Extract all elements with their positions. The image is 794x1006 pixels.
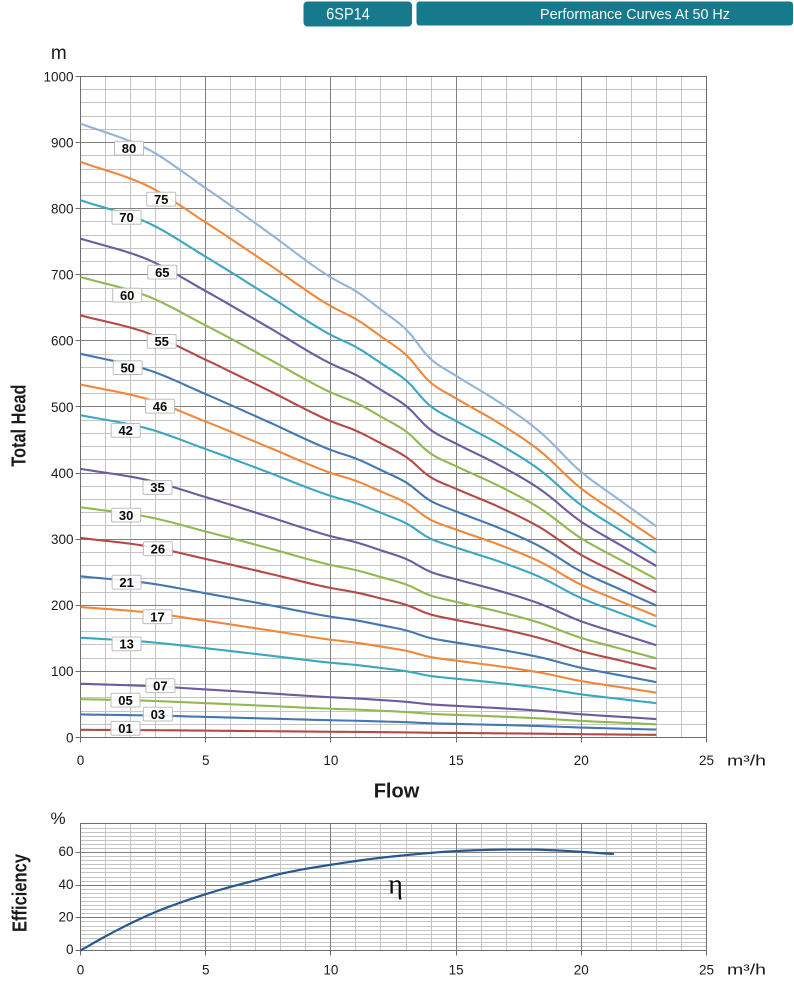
svg-text:01: 01 [118,721,132,736]
svg-text:35: 35 [150,480,164,495]
svg-text:42: 42 [118,423,132,438]
svg-text:Performance Curves At 50 Hz: Performance Curves At 50 Hz [540,6,730,23]
svg-text:0: 0 [66,942,74,957]
svg-text:10: 10 [323,753,338,768]
svg-text:0: 0 [77,753,85,768]
svg-text:13: 13 [119,637,133,652]
svg-text:5: 5 [202,753,210,768]
svg-text:20: 20 [58,909,73,924]
svg-text:300: 300 [51,532,74,547]
svg-text:m: m [51,43,67,64]
svg-text:65: 65 [155,265,169,280]
svg-text:05: 05 [118,693,132,708]
svg-text:200: 200 [51,598,74,613]
svg-text:0: 0 [66,730,74,745]
svg-text:Flow: Flow [374,781,420,803]
svg-text:800: 800 [51,202,74,217]
svg-text:20: 20 [574,753,589,768]
svg-text:17: 17 [150,609,164,624]
svg-text:Total Head: Total Head [8,385,30,467]
svg-text:40: 40 [58,877,73,892]
svg-text:m³/h: m³/h [727,963,766,979]
svg-text:25: 25 [699,963,714,978]
svg-text:26: 26 [151,541,165,556]
svg-text:700: 700 [51,268,74,283]
svg-text:500: 500 [51,400,74,415]
svg-text:60: 60 [120,288,134,303]
svg-text:%: % [50,809,65,828]
svg-text:15: 15 [449,753,464,768]
svg-text:Efficiency: Efficiency [9,853,31,932]
svg-text:15: 15 [449,963,464,978]
svg-text:5: 5 [202,963,210,978]
svg-text:20: 20 [574,963,589,978]
svg-text:100: 100 [51,664,74,679]
svg-text:70: 70 [119,210,133,225]
svg-text:75: 75 [154,192,168,207]
svg-text:900: 900 [51,135,74,150]
svg-text:07: 07 [153,678,167,693]
svg-text:10: 10 [323,963,338,978]
svg-text:46: 46 [153,399,167,414]
svg-text:21: 21 [119,575,133,590]
svg-text:η: η [388,870,403,901]
svg-text:80: 80 [122,141,136,156]
svg-text:25: 25 [699,753,714,768]
svg-text:400: 400 [51,466,74,481]
svg-text:m³/h: m³/h [727,754,766,770]
svg-text:55: 55 [154,334,168,349]
svg-text:60: 60 [58,844,73,859]
svg-text:03: 03 [151,707,165,722]
svg-text:1000: 1000 [43,69,73,84]
svg-text:6SP14: 6SP14 [326,5,370,24]
svg-text:0: 0 [77,963,85,978]
svg-text:30: 30 [119,508,133,523]
svg-text:50: 50 [120,360,134,375]
svg-text:600: 600 [51,334,74,349]
